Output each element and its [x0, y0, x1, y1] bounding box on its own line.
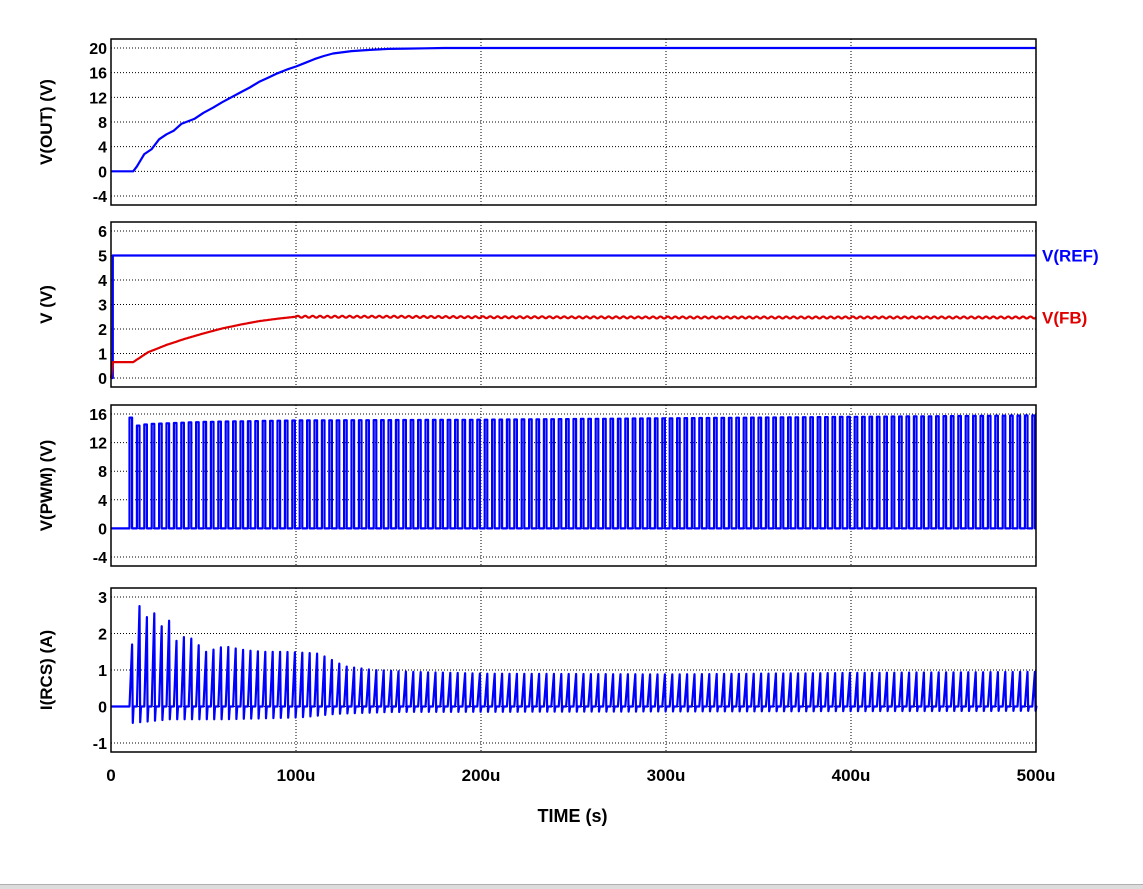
series-label: V(FB): [1042, 308, 1087, 327]
series-line: [111, 605, 1038, 724]
x-tick-label: 500u: [1017, 766, 1056, 785]
panel-frame: [110, 38, 1037, 206]
panel-frame: [110, 587, 1037, 753]
x-tick-label: 0: [106, 766, 115, 785]
y-tick-label: 3: [98, 298, 107, 315]
y-tick-label: 5: [98, 249, 107, 266]
series-line: [109, 314, 1037, 379]
y-tick-label: 4: [98, 493, 107, 510]
y-tick-label: 6: [98, 224, 107, 241]
y-tick-label: -4: [93, 550, 107, 567]
x-tick-label: 200u: [462, 766, 501, 785]
y-tick-label: 1: [98, 663, 107, 680]
y-tick-label: 4: [98, 273, 107, 290]
panel-frame: [110, 221, 1037, 388]
y-tick-label: 0: [98, 700, 107, 717]
y-tick-label: 0: [98, 371, 107, 388]
y-tick-label: 8: [98, 464, 107, 481]
x-axis-label: TIME (s): [538, 806, 608, 826]
y-tick-label: 12: [89, 436, 107, 453]
y-tick-label: 3: [98, 590, 107, 607]
x-tick-label: 400u: [832, 766, 871, 785]
panel-2: 0 1 2 3 4 5 6 V (V) V(REF) V(FB): [37, 221, 1099, 388]
y-axis-label: V (V): [37, 285, 56, 324]
panel-3: -4 0 4 8 12 16 V(PWM) (V): [37, 404, 1037, 567]
y-tick-label: 2: [98, 627, 107, 644]
series-label: V(REF): [1042, 247, 1099, 266]
series-line: [111, 46, 1036, 173]
y-tick-label: 20: [89, 41, 107, 58]
y-tick-label: -1: [93, 736, 107, 753]
panel-1: -4 0 4 8 12 16 20 V(OUT) (V): [37, 38, 1037, 206]
y-tick-label: 12: [89, 90, 107, 107]
panel-frame: [110, 404, 1037, 567]
y-tick-label: 0: [98, 521, 107, 538]
panel-4: -1 0 1 2 3 I(RCS) (A) 0 100u 200u 300u 400u 500u TIM…: [37, 587, 1056, 826]
y-tick-label: 0: [98, 164, 107, 181]
y-tick-label: -4: [93, 189, 107, 206]
x-tick-label: 100u: [277, 766, 316, 785]
y-tick-label: 1: [98, 347, 107, 364]
y-axis-label: I(RCS) (A): [37, 630, 56, 710]
y-tick-label: 16: [89, 66, 107, 83]
window-bottom-strip: [0, 884, 1143, 889]
y-axis-label: V(OUT) (V): [37, 79, 56, 165]
y-tick-label: 2: [98, 322, 107, 339]
series-line: [111, 414, 1036, 530]
x-tick-label: 300u: [647, 766, 686, 785]
y-tick-label: 4: [98, 140, 107, 157]
y-axis-label: V(PWM) (V): [37, 440, 56, 532]
y-tick-label: 8: [98, 115, 107, 132]
y-tick-label: 16: [89, 407, 107, 424]
